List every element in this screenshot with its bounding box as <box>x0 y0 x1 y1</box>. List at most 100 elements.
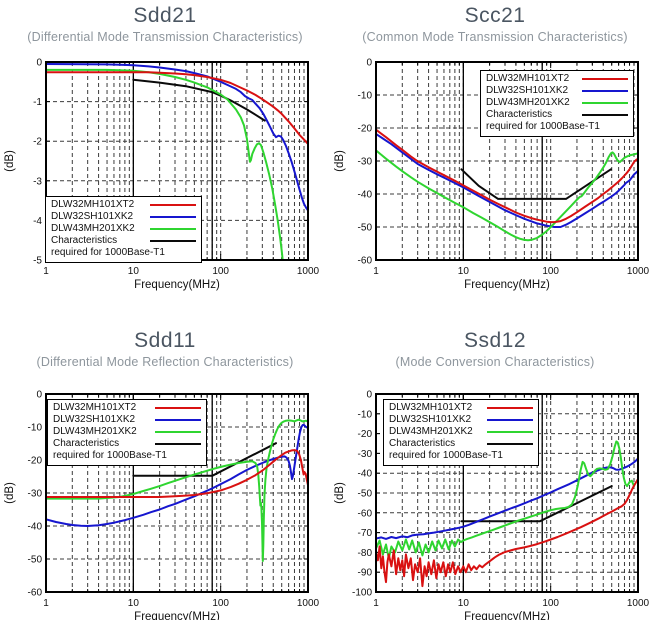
legend-label: DLW32MH101XT2 <box>53 402 137 413</box>
legend-item: DLW43MH201XK2 <box>389 426 533 438</box>
legend-line-sample <box>150 216 196 218</box>
legend-item: required for 1000Base-T1 <box>53 450 201 462</box>
legend-label: DLW32SH101XK2 <box>51 211 134 222</box>
y-tick-label: -60 <box>28 588 43 599</box>
y-tick-label: -50 <box>358 223 373 234</box>
y-tick-label: -30 <box>358 449 373 460</box>
chart-card-sdd11: 1 10 100 1000 0 -10 -20 -30 -40 -50 -60 Frequency(M… <box>0 310 330 621</box>
legend-label: Characteristics <box>51 235 118 246</box>
series-layer <box>46 63 308 260</box>
x-tick-label: 1 <box>43 598 49 609</box>
y-tick-label: -90 <box>358 568 373 579</box>
legend-line-sample <box>487 431 533 433</box>
legend-line-sample <box>487 407 533 409</box>
plot-border <box>45 393 309 593</box>
legend-label: required for 1000Base-T1 <box>389 450 503 461</box>
x-tick-label: 10 <box>128 266 140 277</box>
legend-item: DLW32MH101XT2 <box>486 73 628 85</box>
x-tick-label: 10 <box>458 598 470 609</box>
y-tick-label: -10 <box>358 409 373 420</box>
y-tick-label: 0 <box>36 58 42 69</box>
y-tick-label: -10 <box>28 423 43 434</box>
legend-scc21: DLW32MH101XT2 DLW32SH101XK2 DLW43MH201XK2 C… <box>480 70 634 137</box>
chart-subtitle-sdd21: (Differential Mode Transmission Characte… <box>27 30 303 44</box>
y-tick-label: -70 <box>358 528 373 539</box>
legend-item: Characteristics <box>389 438 533 450</box>
legend-item: Characteristics <box>53 438 201 450</box>
legend-item: DLW32MH101XT2 <box>389 402 533 414</box>
legend-label: required for 1000Base-T1 <box>53 450 167 461</box>
curve-DLW43MH201XK2 <box>376 149 638 242</box>
curve-Characteristics required for 1000Base-T1 <box>460 168 612 200</box>
legend-ssd12: DLW32MH101XT2 DLW32SH101XK2 DLW43MH201XK2 C… <box>383 399 539 466</box>
legend-line-sample <box>155 443 201 445</box>
y-tick-label: -20 <box>358 429 373 440</box>
x-axis-label: Frequency(MHz) <box>134 279 220 291</box>
legend-item: required for 1000Base-T1 <box>486 121 628 133</box>
legend-item: required for 1000Base-T1 <box>51 247 196 259</box>
legend-label: Characteristics <box>389 438 456 449</box>
legend-line-sample <box>582 78 628 80</box>
legend-label: DLW32MH101XT2 <box>486 73 570 84</box>
legend-item: DLW32MH101XT2 <box>53 402 201 414</box>
legend-label: required for 1000Base-T1 <box>51 247 165 258</box>
series-layer <box>46 418 308 562</box>
y-tick-label: -40 <box>358 190 373 201</box>
y-tick-label: -60 <box>358 508 373 519</box>
legend-sdd21: DLW32MH101XT2 DLW32SH101XK2 DLW43MH201XK2 C… <box>45 196 202 263</box>
curve-DLW32MH101XT2 <box>46 71 308 145</box>
legend-label: DLW32MH101XT2 <box>51 199 135 210</box>
x-axis-label: Frequency(MHz) <box>134 611 220 620</box>
curve-Characteristics required for 1000Base-T1 <box>132 442 277 477</box>
legend-line-sample <box>150 228 196 230</box>
x-tick-label: 100 <box>542 266 559 277</box>
y-tick-label: -30 <box>28 489 43 500</box>
y-tick-label: -50 <box>358 489 373 500</box>
chart-title-sdd21: Sdd21 <box>133 4 197 27</box>
y-tick-label: -30 <box>358 157 373 168</box>
legend-item: DLW43MH201XK2 <box>51 223 196 235</box>
y-axis-label: (dB) <box>4 150 16 172</box>
plot-border <box>375 393 639 593</box>
legend-item: DLW43MH201XK2 <box>486 97 628 109</box>
y-tick-label: -4 <box>33 216 42 227</box>
legend-line-sample <box>582 114 628 116</box>
legend-item: required for 1000Base-T1 <box>389 450 533 462</box>
x-tick-label: 10 <box>458 266 470 277</box>
chart-title-scc21: Scc21 <box>464 4 526 27</box>
legend-label: DLW32SH101XK2 <box>486 85 569 96</box>
y-axis-label: (dB) <box>334 482 346 504</box>
legend-label: DLW32SH101XK2 <box>53 414 136 425</box>
y-tick-label: -40 <box>28 522 43 533</box>
y-tick-label: -20 <box>358 124 373 135</box>
legend-line-sample <box>487 419 533 421</box>
chart-card-sdd21: 1 10 100 1000 0 -1 -2 -3 -4 -5 Frequency(MHz) (dB) … <box>0 0 330 310</box>
chart-card-ssd12: 1 10 100 1000 0 -10 -20 -30 -40 -50 -60 -70 -80 -90 -1… <box>330 310 660 621</box>
legend-label: DLW32MH101XT2 <box>389 402 473 413</box>
legend-item: DLW32SH101XK2 <box>51 211 196 223</box>
y-tick-label: -20 <box>28 456 43 467</box>
y-tick-label: -100 <box>352 588 372 599</box>
chart-subtitle-ssd12: (Mode Conversion Characteristics) <box>395 355 595 369</box>
chart-card-scc21: 1 10 100 1000 0 -10 -20 -30 -40 -50 -60 Frequency(M… <box>330 0 660 310</box>
legend-label: DLW43MH201XK2 <box>51 223 135 234</box>
y-tick-label: -1 <box>33 97 42 108</box>
legend-item: DLW32SH101XK2 <box>53 414 201 426</box>
curve-DLW32SH101XK2 <box>46 424 308 527</box>
legend-line-sample <box>150 240 196 242</box>
legend-item: DLW32SH101XK2 <box>389 414 533 426</box>
legend-line-sample <box>582 90 628 92</box>
y-tick-label: 0 <box>366 390 372 401</box>
curve-DLW43MH201XK2 <box>46 68 284 260</box>
x-tick-label: 1000 <box>297 266 320 277</box>
y-tick-label: 0 <box>36 390 42 401</box>
y-tick-label: -40 <box>358 469 373 480</box>
y-tick-label: -3 <box>33 176 42 187</box>
x-tick-label: 1000 <box>627 266 650 277</box>
x-tick-label: 100 <box>212 266 229 277</box>
y-tick-label: -50 <box>28 555 43 566</box>
legend-sdd11: DLW32MH101XT2 DLW32SH101XK2 DLW43MH201XK2 C… <box>47 399 207 466</box>
legend-line-sample <box>155 407 201 409</box>
x-tick-label: 10 <box>128 598 140 609</box>
